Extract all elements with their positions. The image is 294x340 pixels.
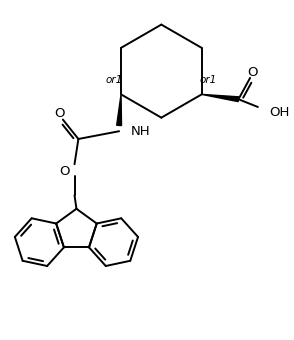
Text: O: O <box>60 166 70 178</box>
Text: OH: OH <box>270 106 290 119</box>
Text: O: O <box>54 107 64 120</box>
Text: O: O <box>247 66 257 79</box>
Text: or1: or1 <box>200 75 217 85</box>
Text: NH: NH <box>131 125 150 138</box>
Polygon shape <box>202 95 239 102</box>
Text: or1: or1 <box>106 75 123 85</box>
Polygon shape <box>117 95 121 125</box>
